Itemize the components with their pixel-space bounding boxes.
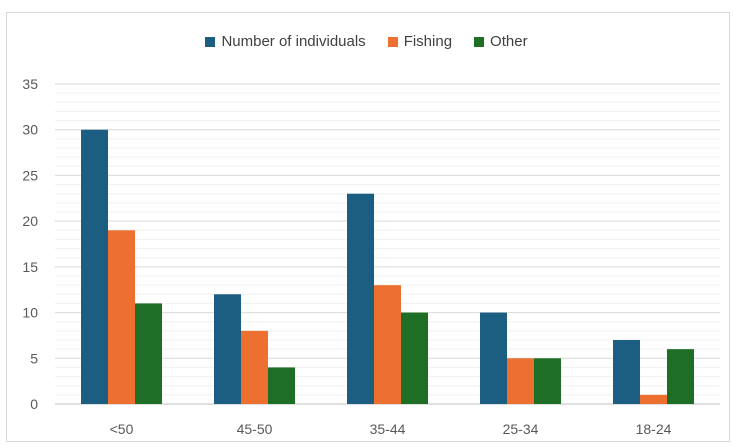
bar [480, 312, 507, 404]
legend-item-fishing: Fishing [387, 33, 453, 50]
bar [135, 303, 162, 404]
legend-label-fishing: Fishing [403, 33, 453, 50]
bar [640, 394, 667, 404]
bar [108, 230, 135, 404]
bar [214, 294, 241, 404]
y-tick-label: 15 [22, 259, 38, 275]
bar [241, 330, 268, 404]
bar [347, 193, 374, 404]
y-tick-label: 35 [22, 76, 38, 92]
y-tick-label: 25 [22, 167, 38, 183]
bar [401, 312, 428, 404]
y-tick-label: 5 [30, 350, 38, 366]
legend-swatch-other [474, 36, 485, 47]
legend-label-other: Other [490, 33, 528, 50]
legend-swatch-number-of-individuals [205, 36, 216, 47]
bar [613, 340, 640, 404]
bar [81, 129, 108, 404]
legend-item-other: Other [474, 33, 528, 50]
y-tick-label: 20 [22, 213, 38, 229]
legend-item-number-of-individuals: Number of individuals [205, 33, 366, 50]
bar [534, 358, 561, 404]
legend-swatch-fishing [387, 36, 398, 47]
x-tick-label: 45-50 [237, 421, 273, 437]
y-tick-label: 10 [22, 305, 38, 321]
bar [667, 349, 694, 404]
legend: Number of individuals Fishing Other [0, 33, 733, 50]
bar [268, 367, 295, 404]
x-tick-label: 18-24 [636, 421, 672, 437]
x-tick-label: <50 [110, 421, 134, 437]
legend-label-number-of-individuals: Number of individuals [221, 33, 366, 50]
y-tick-label: 30 [22, 122, 38, 138]
bar [507, 358, 534, 404]
x-tick-label: 25-34 [503, 421, 539, 437]
x-tick-label: 35-44 [370, 421, 406, 437]
bar [374, 285, 401, 404]
y-tick-label: 0 [30, 396, 38, 412]
